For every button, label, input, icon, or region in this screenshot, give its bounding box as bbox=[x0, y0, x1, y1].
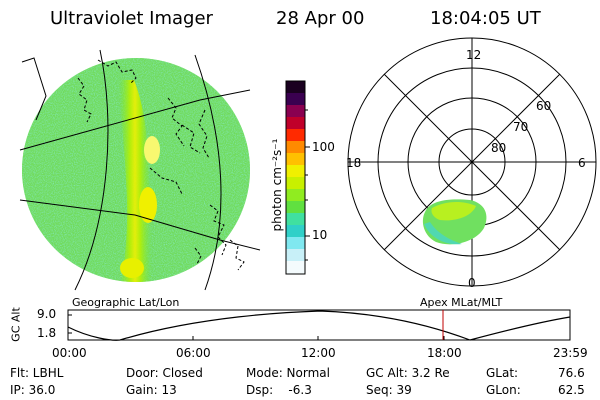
polar-plot bbox=[347, 37, 597, 287]
mlt-label-18: 18 bbox=[346, 156, 362, 170]
info-door: Door: Closed bbox=[126, 366, 203, 380]
info-gc-alt: GC Alt: 3.2 Re bbox=[366, 366, 450, 380]
apex-label: Apex MLat/MLT bbox=[420, 296, 503, 309]
x-tick-1200: 12:00 bbox=[301, 346, 336, 360]
auroral-image bbox=[22, 58, 250, 282]
imager-title: Ultraviolet Imager bbox=[50, 8, 213, 29]
time-label: 18:04:05 UT bbox=[430, 8, 541, 29]
info-glon-label: GLon: bbox=[486, 383, 521, 397]
mlt-label-12: 12 bbox=[466, 48, 482, 62]
mlat-label-60: 60 bbox=[536, 99, 552, 113]
y-tick-1-8: 1.8 bbox=[37, 326, 57, 340]
info-dsp: Dsp: -6.3 bbox=[246, 383, 312, 397]
mlat-label-70: 70 bbox=[513, 120, 529, 134]
colorbar-unit-label: photon cm⁻²s⁻¹ bbox=[270, 138, 284, 232]
info-ip: IP: 36.0 bbox=[10, 383, 56, 397]
info-glat-value: 76.6 bbox=[558, 366, 585, 380]
mlt-label-6: 6 bbox=[578, 156, 586, 170]
info-seq: Seq: 39 bbox=[366, 383, 412, 397]
auroral-oval-polar bbox=[422, 199, 487, 245]
mlat-label-80: 80 bbox=[491, 141, 507, 155]
y-tick-9: 9.0 bbox=[37, 307, 57, 321]
geographic-label: Geographic Lat/Lon bbox=[72, 296, 180, 309]
colorbar bbox=[285, 80, 310, 275]
coastline-outlines bbox=[77, 59, 245, 271]
colorbar-tick-10: 10 bbox=[312, 228, 328, 242]
info-gain: Gain: 13 bbox=[126, 383, 177, 397]
x-tick-1800: 18:00 bbox=[427, 346, 462, 360]
geographic-grid bbox=[19, 49, 261, 291]
gc-alt-axis-label: GC Alt bbox=[9, 307, 23, 342]
mlt-label-0: 0 bbox=[468, 276, 476, 290]
info-mode: Mode: Normal bbox=[246, 366, 330, 380]
x-tick-2359: 23:59 bbox=[553, 346, 588, 360]
info-flt: Flt: LBHL bbox=[10, 366, 64, 380]
date-label: 28 Apr 00 bbox=[276, 8, 365, 29]
colorbar-tick-100: 100 bbox=[312, 140, 335, 154]
x-tick-0000: 00:00 bbox=[52, 346, 87, 360]
x-tick-0600: 06:00 bbox=[176, 346, 211, 360]
timeline-plot bbox=[67, 309, 571, 341]
info-glon-value: 62.5 bbox=[558, 383, 585, 397]
info-glat-label: GLat: bbox=[486, 366, 519, 380]
